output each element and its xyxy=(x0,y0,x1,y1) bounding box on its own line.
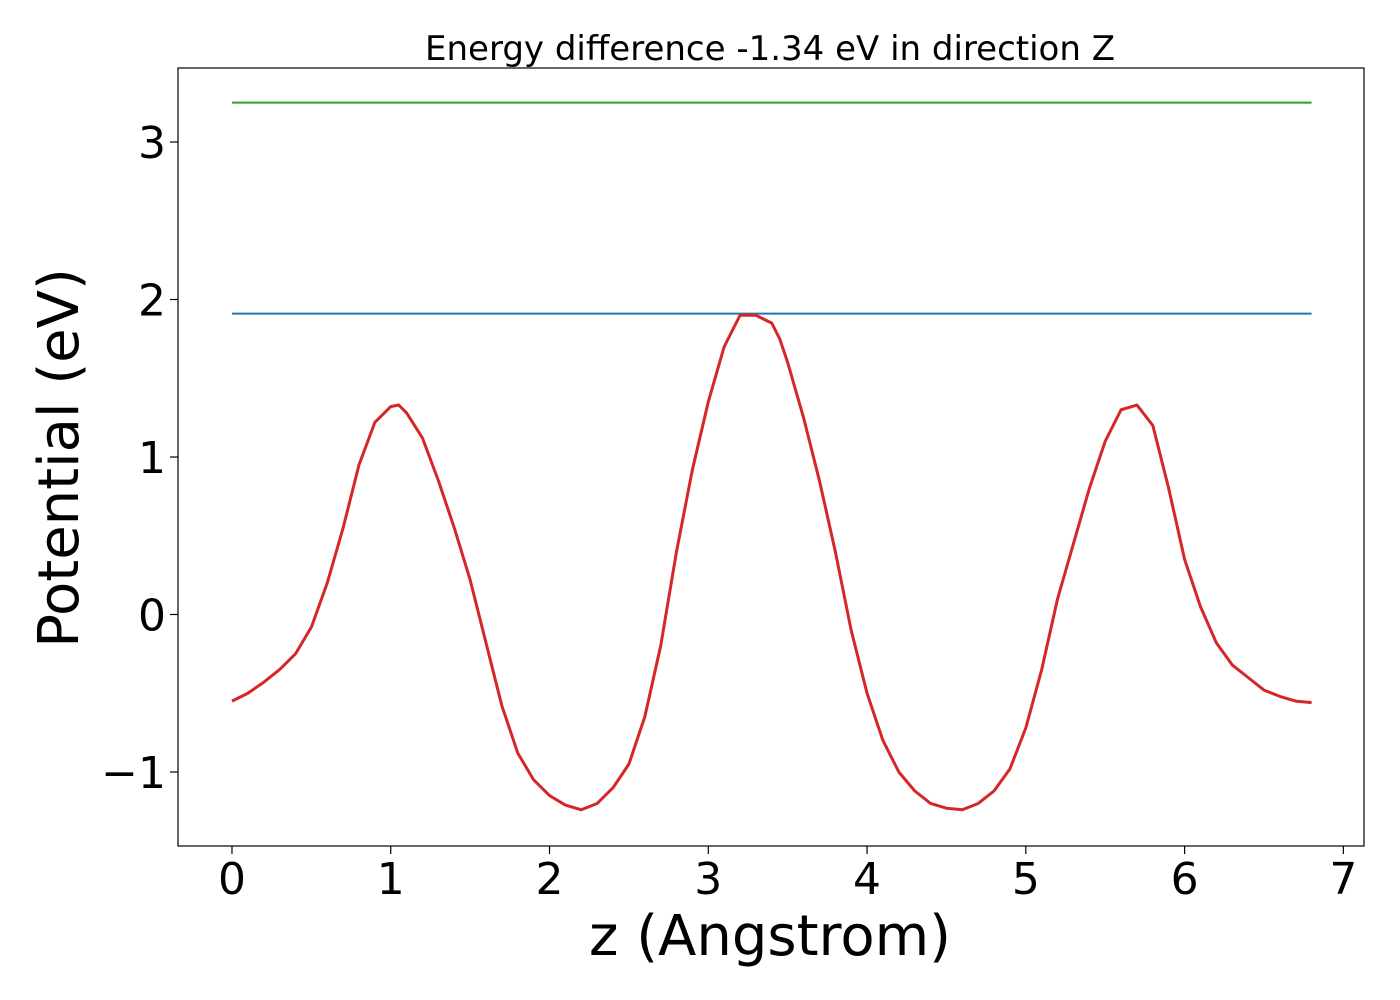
chart-title: Energy difference -1.34 eV in direction … xyxy=(425,29,1115,69)
x-axis-ticks: 0 1 2 3 4 5 6 7 xyxy=(218,846,1357,905)
x-axis-label: z (Angstrom) xyxy=(589,904,951,969)
series-layer xyxy=(231,101,1312,812)
y-tick-label: −1 xyxy=(101,748,166,799)
y-axis-label: Potential (eV) xyxy=(27,268,92,648)
x-tick-label: 2 xyxy=(536,854,564,905)
x-tick-label: 4 xyxy=(853,854,881,905)
y-axis-ticks: −1 0 1 2 3 xyxy=(101,118,178,799)
y-tick-label: 2 xyxy=(138,276,166,327)
y-tick-label: 0 xyxy=(138,590,166,641)
x-tick-label: 3 xyxy=(694,854,722,905)
y-tick-label: 3 xyxy=(138,118,166,169)
y-tick-label: 1 xyxy=(138,433,166,484)
x-tick-label: 7 xyxy=(1329,854,1357,905)
x-tick-label: 0 xyxy=(218,854,246,905)
series-line-3 xyxy=(231,313,1312,812)
x-tick-label: 5 xyxy=(1012,854,1040,905)
x-tick-label: 6 xyxy=(1171,854,1199,905)
x-tick-label: 1 xyxy=(377,854,405,905)
